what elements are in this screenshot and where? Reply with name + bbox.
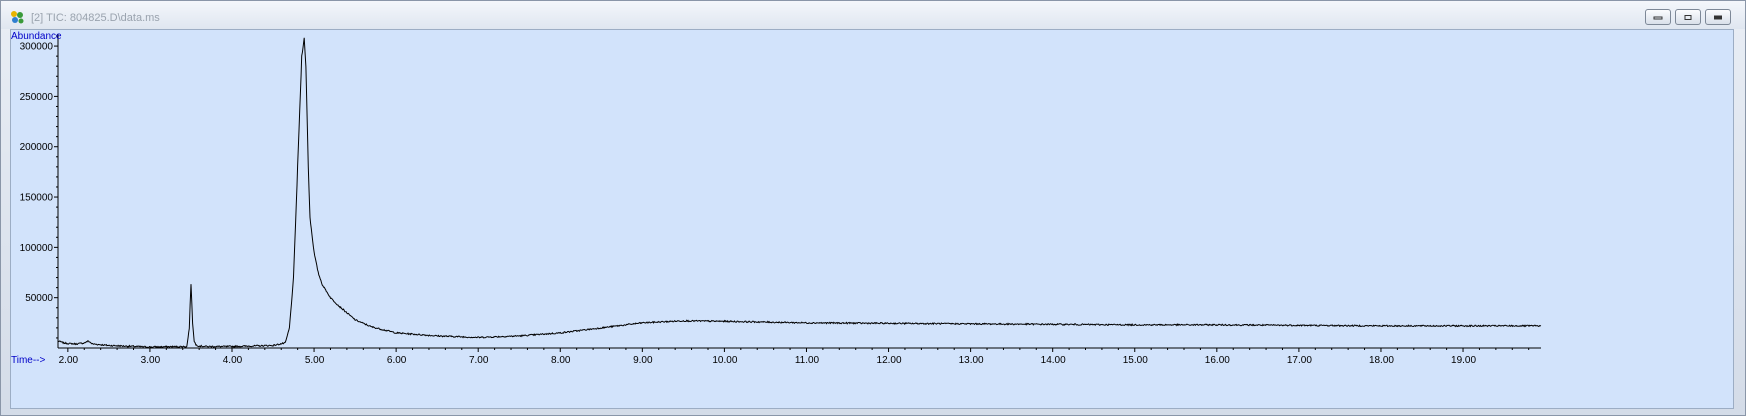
title-bar[interactable]: [2] TIC: 804825.D\data.ms — [1, 1, 1745, 29]
y-tick-label: 300000 — [20, 42, 54, 53]
x-tick-label: 7.00 — [469, 355, 489, 366]
x-tick-label: 9.00 — [633, 355, 653, 366]
x-tick-label: 10.00 — [712, 355, 737, 366]
chart-axes — [57, 34, 1541, 349]
y-tick-label: 200000 — [20, 142, 54, 153]
chromatogram-chart: 50000 100000 150000 200000 250000 300000 2.00… — [11, 31, 1542, 366]
restore-icon — [1684, 15, 1692, 20]
x-tick-label: 16.00 — [1205, 355, 1230, 366]
y-tick-label: 150000 — [20, 193, 54, 204]
chromatogram-plot-area[interactable]: 50000 100000 150000 200000 250000 300000 2.00… — [10, 29, 1734, 409]
x-tick-label: 3.00 — [141, 355, 161, 366]
x-tick-label: 13.00 — [959, 355, 984, 366]
x-tick-label: 6.00 — [387, 355, 407, 366]
x-tick-label: 5.00 — [305, 355, 325, 366]
x-tick-label: 15.00 — [1123, 355, 1148, 366]
x-tick-label: 19.00 — [1451, 355, 1476, 366]
y-tick-label: 100000 — [20, 243, 54, 254]
x-tick-label: 18.00 — [1369, 355, 1394, 366]
x-axis-ticks: 2.00 3.00 4.00 5.00 6.00 7.00 8.00 9.00 10.00 11.… — [59, 348, 1530, 366]
x-tick-label: 12.00 — [877, 355, 902, 366]
y-tick-label: 250000 — [20, 92, 54, 103]
x-tick-label: 4.00 — [223, 355, 243, 366]
x-tick-label: 14.00 — [1041, 355, 1066, 366]
close-icon — [1714, 15, 1722, 20]
close-button[interactable] — [1705, 9, 1731, 25]
y-axis-title: Abundance — [11, 31, 62, 42]
x-tick-label: 11.00 — [795, 355, 820, 366]
x-axis-title: Time--> — [11, 355, 46, 366]
window-title: [2] TIC: 804825.D\data.ms — [31, 12, 160, 24]
msd-chemstation-icon — [11, 11, 24, 24]
x-tick-label: 17.00 — [1287, 355, 1312, 366]
tic-trace — [57, 37, 1542, 349]
minimize-icon — [1653, 16, 1663, 20]
y-axis-ticks: 50000 100000 150000 200000 250000 300000 — [20, 35, 58, 339]
y-tick-label: 50000 — [25, 293, 53, 304]
x-tick-label: 8.00 — [551, 355, 571, 366]
x-tick-label: 2.00 — [59, 355, 79, 366]
minimize-button[interactable] — [1645, 9, 1671, 25]
restore-button[interactable] — [1675, 9, 1701, 25]
